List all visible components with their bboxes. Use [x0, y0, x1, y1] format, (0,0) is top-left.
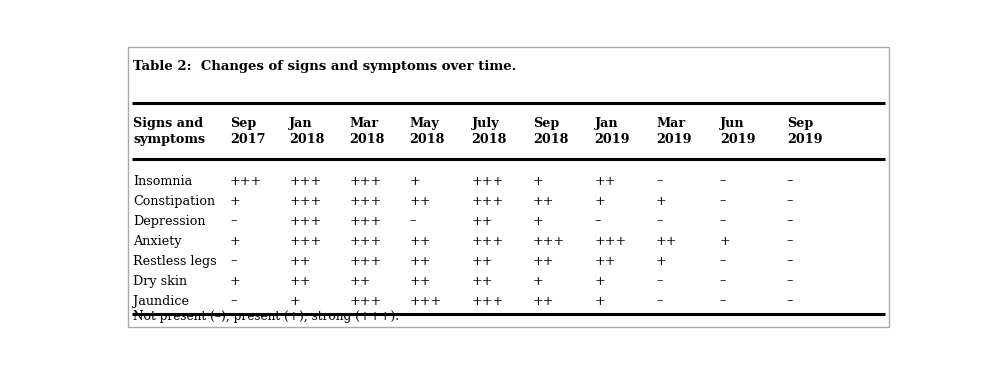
Text: Jaundice: Jaundice: [133, 295, 189, 308]
Text: Sep
2018: Sep 2018: [533, 117, 568, 146]
Text: Insomnia: Insomnia: [133, 175, 192, 188]
Text: Jan
2019: Jan 2019: [594, 117, 630, 146]
Text: –: –: [656, 295, 663, 308]
Text: Signs and
symptoms: Signs and symptoms: [133, 117, 205, 146]
Text: Mar
2019: Mar 2019: [656, 117, 691, 146]
Text: Table 2:  Changes of signs and symptoms over time.: Table 2: Changes of signs and symptoms o…: [133, 60, 517, 73]
Text: –: –: [656, 214, 663, 227]
Text: +++: +++: [290, 234, 321, 247]
Text: –: –: [720, 214, 726, 227]
Text: –: –: [787, 234, 793, 247]
Text: +: +: [290, 295, 300, 308]
Text: +: +: [720, 234, 730, 247]
Text: +++: +++: [349, 255, 382, 267]
Text: +: +: [656, 194, 667, 207]
Text: ++: ++: [410, 255, 431, 267]
Text: –: –: [720, 275, 726, 288]
Text: –: –: [787, 214, 793, 227]
Text: +++: +++: [230, 175, 262, 188]
Text: ++: ++: [594, 175, 616, 188]
Text: +: +: [533, 275, 544, 288]
Text: ++: ++: [533, 295, 555, 308]
Text: –: –: [410, 214, 416, 227]
Text: –: –: [720, 295, 726, 308]
Text: Sep
2017: Sep 2017: [230, 117, 266, 146]
Text: +: +: [594, 295, 605, 308]
Text: –: –: [230, 295, 236, 308]
Text: +: +: [533, 214, 544, 227]
Text: –: –: [594, 214, 601, 227]
Text: +++: +++: [349, 295, 382, 308]
Text: ++: ++: [349, 275, 371, 288]
Text: –: –: [656, 175, 663, 188]
Text: ++: ++: [471, 255, 493, 267]
Text: +: +: [230, 234, 241, 247]
Text: ++: ++: [410, 234, 431, 247]
Text: Restless legs: Restless legs: [133, 255, 217, 267]
Text: Not present (–), present (+), strong (+++).: Not present (–), present (+), strong (++…: [133, 310, 400, 323]
Text: Sep
2019: Sep 2019: [787, 117, 822, 146]
Text: ++: ++: [471, 275, 493, 288]
Text: –: –: [230, 214, 236, 227]
Text: Depression: Depression: [133, 214, 205, 227]
Text: –: –: [787, 194, 793, 207]
Text: –: –: [230, 255, 236, 267]
Text: –: –: [720, 255, 726, 267]
Text: +++: +++: [471, 175, 504, 188]
Text: –: –: [656, 275, 663, 288]
Text: ++: ++: [290, 255, 310, 267]
Text: +: +: [230, 275, 241, 288]
Text: ++: ++: [594, 255, 616, 267]
Text: Jan
2018: Jan 2018: [290, 117, 324, 146]
Text: ++: ++: [656, 234, 678, 247]
Text: +++: +++: [349, 175, 382, 188]
Text: Constipation: Constipation: [133, 194, 215, 207]
Text: +++: +++: [471, 295, 504, 308]
Text: –: –: [720, 175, 726, 188]
Text: +: +: [410, 175, 420, 188]
Text: +: +: [656, 255, 667, 267]
Text: +++: +++: [533, 234, 565, 247]
Text: Mar
2018: Mar 2018: [349, 117, 385, 146]
Text: +++: +++: [410, 295, 441, 308]
Text: +++: +++: [471, 194, 504, 207]
Text: +: +: [230, 194, 241, 207]
Text: +: +: [533, 175, 544, 188]
Text: ++: ++: [533, 194, 555, 207]
Text: +++: +++: [290, 194, 321, 207]
Text: +++: +++: [290, 214, 321, 227]
Text: ++: ++: [471, 214, 493, 227]
Text: ++: ++: [410, 194, 431, 207]
Text: ++: ++: [290, 275, 310, 288]
Text: ++: ++: [533, 255, 555, 267]
Text: –: –: [720, 194, 726, 207]
Text: –: –: [787, 275, 793, 288]
Text: –: –: [787, 255, 793, 267]
Text: Jun
2019: Jun 2019: [720, 117, 755, 146]
Text: +++: +++: [349, 214, 382, 227]
Text: –: –: [787, 295, 793, 308]
Text: +++: +++: [349, 234, 382, 247]
Text: ++: ++: [410, 275, 431, 288]
Text: Anxiety: Anxiety: [133, 234, 182, 247]
Text: –: –: [787, 175, 793, 188]
Text: May
2018: May 2018: [410, 117, 444, 146]
Text: +++: +++: [349, 194, 382, 207]
Text: +++: +++: [594, 234, 627, 247]
Text: +++: +++: [471, 234, 504, 247]
Text: +: +: [594, 275, 605, 288]
Text: +: +: [594, 194, 605, 207]
Text: +++: +++: [290, 175, 321, 188]
Text: July
2018: July 2018: [471, 117, 507, 146]
Text: Dry skin: Dry skin: [133, 275, 187, 288]
